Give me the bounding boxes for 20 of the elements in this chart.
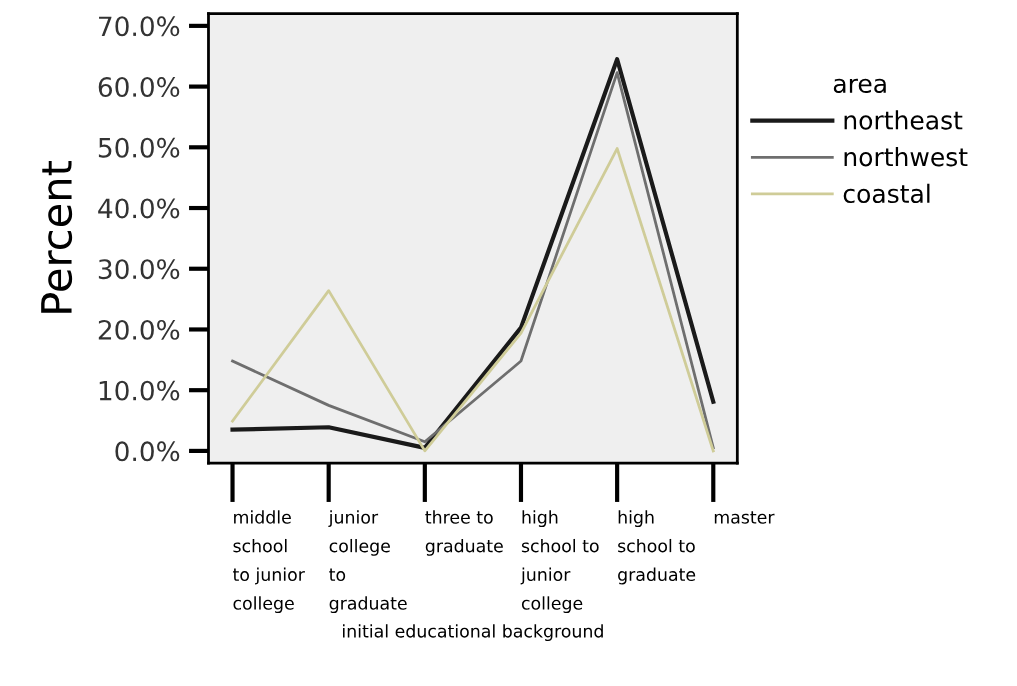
y-tick-label: 50.0%	[98, 137, 180, 158]
line-series	[231, 147, 715, 453]
legend-label: northeast	[844, 110, 963, 130]
y-tick-label: 30.0%	[98, 259, 180, 280]
x-tick-label: three to graduate	[425, 510, 503, 556]
x-tick-label: high school to junior college	[520, 510, 599, 614]
x-tick-label: high school to graduate	[618, 510, 696, 585]
x-tick-label: middle school to junior college	[232, 510, 305, 614]
x-axis-title: initial educational background	[343, 624, 603, 642]
y-tick-label: 60.0%	[98, 77, 180, 97]
y-tick-label: 0.0%	[115, 441, 180, 462]
x-tick-label: master	[714, 511, 775, 524]
legend-title: area	[833, 78, 886, 93]
y-tick-label: 10.0%	[99, 380, 180, 401]
y-tick-label: 20.0%	[98, 319, 180, 340]
y-tick-label: 40.0%	[98, 198, 180, 219]
y-axis-title: Percent	[41, 161, 73, 313]
legend-label: northwest	[844, 147, 968, 167]
y-tick-label: 70.0%	[99, 16, 180, 37]
legend-label: coastal	[843, 183, 930, 204]
